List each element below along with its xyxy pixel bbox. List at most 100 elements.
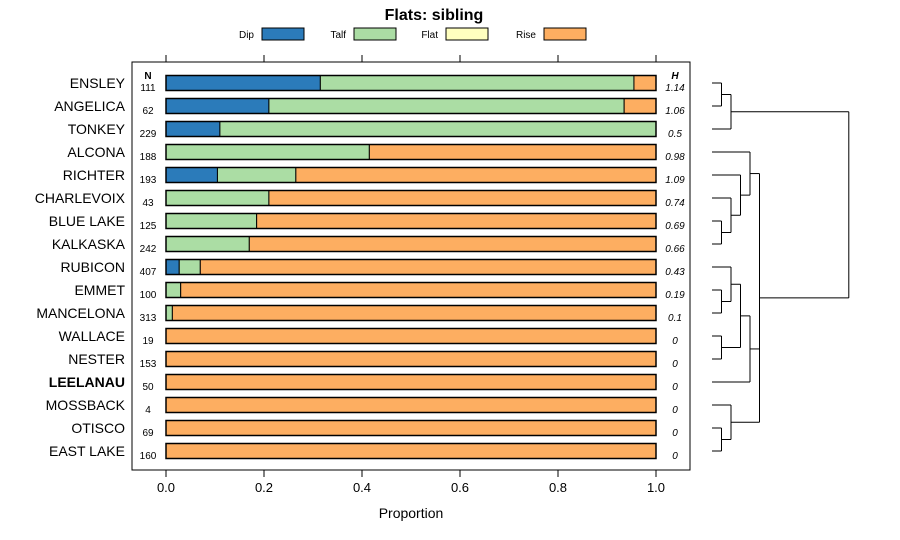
bar-outline-mossback xyxy=(165,396,657,414)
n-value-alcona: 188 xyxy=(140,152,157,163)
n-value-emmet: 100 xyxy=(140,290,157,301)
bar-outline-otisco xyxy=(165,419,657,437)
bar-east-lake-rise xyxy=(165,443,657,459)
row-label-charlevoix: CHARLEVOIX xyxy=(35,190,126,206)
bar-outline-angelica xyxy=(165,97,657,115)
bar-richter-talf xyxy=(216,167,297,183)
dendrogram xyxy=(712,82,850,452)
bar-ensley-talf xyxy=(319,75,635,91)
n-value-charlevoix: 43 xyxy=(142,198,154,209)
h-value-charlevoix: 0.74 xyxy=(665,198,685,209)
h-value-wallace: 0 xyxy=(672,336,678,347)
bar-rubicon-rise xyxy=(199,259,657,275)
bar-mancelona-talf xyxy=(165,305,173,321)
row-label-mossback: MOSSBACK xyxy=(46,397,126,413)
bar-outline-richter xyxy=(165,166,657,184)
bar-wallace-rise xyxy=(165,328,657,344)
plot-panel xyxy=(131,61,691,471)
bar-group xyxy=(165,74,657,460)
n-value-nester: 153 xyxy=(140,359,157,370)
h-value-east-lake: 0 xyxy=(672,451,678,462)
legend-swatch-dip xyxy=(261,27,305,41)
n-value-otisco: 69 xyxy=(142,428,154,439)
n-value-leelanau: 50 xyxy=(142,382,154,393)
h-value-emmet: 0.19 xyxy=(665,290,685,301)
legend-swatch-rise xyxy=(543,27,587,41)
row-label-angelica: ANGELICA xyxy=(54,98,125,114)
h-value-angelica: 1.06 xyxy=(665,106,685,117)
legend: Dip Talf Flat Rise xyxy=(239,27,587,41)
row-label-nester: NESTER xyxy=(68,351,125,367)
row-label-ensley: ENSLEY xyxy=(70,75,126,91)
h-value-richter: 1.09 xyxy=(665,175,685,186)
bar-outline-ensley xyxy=(165,74,657,92)
bar-richter-rise xyxy=(295,167,657,183)
bar-outline-leelanau xyxy=(165,373,657,391)
bar-outline-charlevoix xyxy=(165,189,657,207)
n-value-rubicon: 407 xyxy=(140,267,157,278)
bar-outline-kalkaska xyxy=(165,235,657,253)
bar-otisco-rise xyxy=(165,420,657,436)
bar-kalkaska-talf xyxy=(165,236,250,252)
h-value-otisco: 0 xyxy=(672,428,678,439)
n-column-header: N xyxy=(144,71,151,82)
h-value-nester: 0 xyxy=(672,359,678,370)
bar-rubicon-talf xyxy=(178,259,201,275)
legend-swatch-talf xyxy=(353,27,397,41)
h-column-header: H xyxy=(671,71,679,82)
bar-outline-wallace xyxy=(165,327,657,345)
n-value-mossback: 4 xyxy=(145,405,151,416)
bar-alcona-rise xyxy=(368,144,657,160)
row-label-emmet: EMMET xyxy=(74,282,125,298)
h-value-rubicon: 0.43 xyxy=(665,267,685,278)
bar-alcona-talf xyxy=(165,144,370,160)
n-value-blue-lake: 125 xyxy=(140,221,157,232)
row-label-mancelona: MANCELONA xyxy=(36,305,125,321)
bar-mossback-rise xyxy=(165,397,657,413)
legend-label-flat: Flat xyxy=(421,30,438,41)
x-tick-label-1: 0.2 xyxy=(255,480,273,495)
x-tick-label-0: 0.0 xyxy=(157,480,175,495)
row-label-wallace: WALLACE xyxy=(59,328,125,344)
bar-mancelona-rise xyxy=(171,305,657,321)
row-label-leelanau: LEELANAU xyxy=(49,374,125,390)
row-label-kalkaska: KALKASKA xyxy=(52,236,126,252)
bar-outline-alcona xyxy=(165,143,657,161)
row-labels: ENSLEY 111 1.14 ANGELICA 62 1.06 TONKEY 229 0.5 A… xyxy=(35,75,685,462)
legend-swatch-flat xyxy=(445,27,489,41)
bar-outline-mancelona xyxy=(165,304,657,322)
h-value-kalkaska: 0.66 xyxy=(665,244,685,255)
row-label-alcona: ALCONA xyxy=(67,144,125,160)
bar-richter-dip xyxy=(165,167,218,183)
bar-nester-rise xyxy=(165,351,657,367)
row-label-tonkey: TONKEY xyxy=(68,121,126,137)
bar-outline-rubicon xyxy=(165,258,657,276)
bar-outline-blue-lake xyxy=(165,212,657,230)
h-value-ensley: 1.14 xyxy=(665,83,685,94)
bar-leelanau-rise xyxy=(165,374,657,390)
x-tick-label-4: 0.8 xyxy=(549,480,567,495)
row-label-east-lake: EAST LAKE xyxy=(49,443,125,459)
n-value-east-lake: 160 xyxy=(140,451,157,462)
bar-charlevoix-rise xyxy=(268,190,657,206)
h-value-leelanau: 0 xyxy=(672,382,678,393)
x-axis: 0.0 0.2 0.4 0.6 0.8 1.0 xyxy=(157,55,665,495)
row-label-otisco: OTISCO xyxy=(71,420,125,436)
bar-blue-lake-talf xyxy=(165,213,258,229)
n-value-angelica: 62 xyxy=(142,106,154,117)
bar-outline-tonkey xyxy=(165,120,657,138)
x-tick-label-5: 1.0 xyxy=(647,480,665,495)
legend-label-rise: Rise xyxy=(516,30,536,41)
h-value-alcona: 0.98 xyxy=(665,152,685,163)
bar-angelica-rise xyxy=(623,98,657,114)
bar-outline-nester xyxy=(165,350,657,368)
row-label-richter: RICHTER xyxy=(63,167,125,183)
bar-outline-emmet xyxy=(165,281,657,299)
bar-angelica-talf xyxy=(268,98,625,114)
h-value-tonkey: 0.5 xyxy=(668,129,682,140)
n-value-ensley: 111 xyxy=(140,83,156,94)
n-value-tonkey: 229 xyxy=(140,129,157,140)
h-value-blue-lake: 0.69 xyxy=(665,221,685,232)
row-label-rubicon: RUBICON xyxy=(60,259,125,275)
